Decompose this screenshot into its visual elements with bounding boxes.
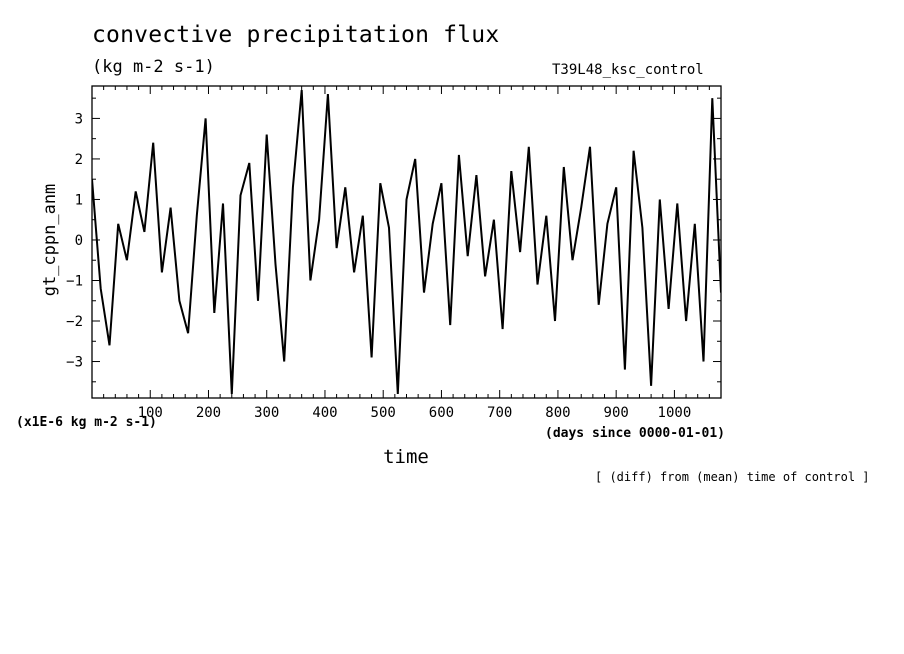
series-line-0 bbox=[92, 90, 721, 394]
x-tick-label: 200 bbox=[196, 405, 221, 421]
x-tick-label: 800 bbox=[545, 405, 570, 421]
diff-note: [ (diff) from (mean) time of control ] bbox=[595, 470, 870, 484]
x-tick-label: 1000 bbox=[658, 405, 692, 421]
x-tick-label: 400 bbox=[312, 405, 337, 421]
y-tick-label: 0 bbox=[75, 233, 83, 249]
y-tick-label: −3 bbox=[66, 355, 83, 371]
y-tick-label: −1 bbox=[66, 273, 83, 289]
chart-units: (kg m-2 s-1) bbox=[92, 57, 215, 77]
y-tick-label: 3 bbox=[75, 111, 83, 127]
plot-frame bbox=[91, 85, 722, 399]
y-tick-label: −2 bbox=[66, 314, 83, 330]
x-units-note: (days since 0000-01-01) bbox=[545, 426, 726, 441]
x-tick-label: 100 bbox=[138, 405, 163, 421]
x-tick-label: 600 bbox=[429, 405, 454, 421]
y-tick-label: 2 bbox=[75, 152, 83, 168]
x-axis-label: time bbox=[383, 446, 429, 468]
y-scale-note: (x1E-6 kg m-2 s-1) bbox=[16, 415, 157, 430]
chart-title: convective precipitation flux bbox=[92, 22, 500, 48]
run-name: T39L48_ksc_control bbox=[552, 62, 704, 78]
x-tick-label: 500 bbox=[371, 405, 396, 421]
x-tick-label: 900 bbox=[604, 405, 629, 421]
x-tick-label: 700 bbox=[487, 405, 512, 421]
y-tick-label: 1 bbox=[75, 192, 83, 208]
x-tick-label: 300 bbox=[254, 405, 279, 421]
